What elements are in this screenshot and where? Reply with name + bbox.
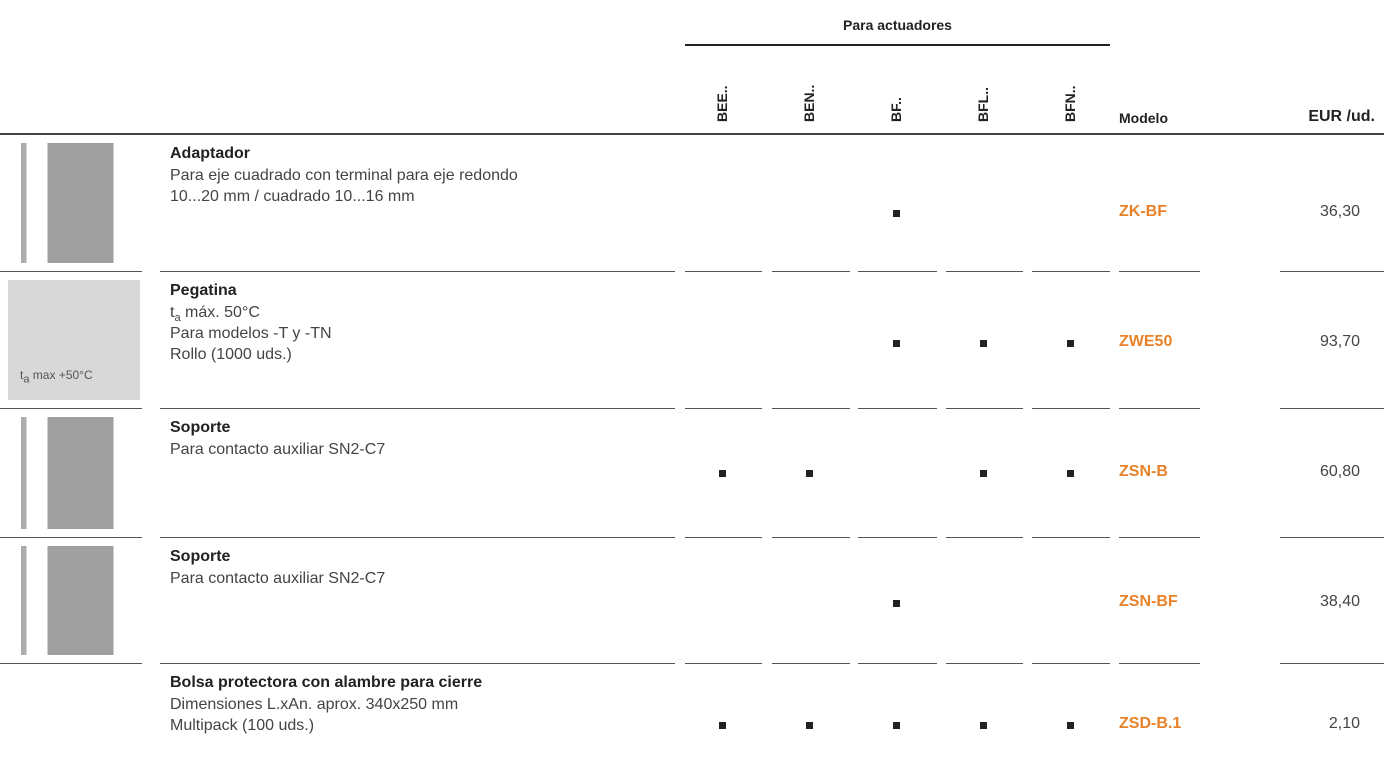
price: 60,80 xyxy=(1319,463,1360,480)
row-title: Soporte xyxy=(170,548,231,565)
row-separator xyxy=(1032,663,1110,664)
row-separator xyxy=(1119,271,1200,272)
product-image xyxy=(8,143,140,263)
applicability-mark xyxy=(1067,722,1074,729)
row-separator xyxy=(1280,408,1384,409)
row-separator xyxy=(160,408,675,409)
row-description: Para modelos -T y -TN xyxy=(170,325,332,342)
applicability-mark xyxy=(893,600,900,607)
row-separator xyxy=(772,663,850,664)
price: 93,70 xyxy=(1319,333,1360,350)
row-separator xyxy=(0,537,142,538)
group-header: Para actuadores xyxy=(843,17,952,33)
row-separator xyxy=(685,537,762,538)
row-title: Soporte xyxy=(170,419,231,436)
row-separator xyxy=(685,663,762,664)
model-code: ZSN-B xyxy=(1119,463,1168,480)
row-separator xyxy=(772,408,850,409)
row-description: ta máx. 50°C xyxy=(170,304,260,325)
row-separator xyxy=(160,537,675,538)
row-separator xyxy=(1119,663,1200,664)
row-separator xyxy=(946,663,1023,664)
row-separator xyxy=(685,271,762,272)
row-separator xyxy=(1280,537,1384,538)
column-header: BFL.. xyxy=(975,87,991,122)
model-code: ZWE50 xyxy=(1119,333,1173,350)
row-separator xyxy=(1032,408,1110,409)
price: 36,30 xyxy=(1319,203,1360,220)
applicability-mark xyxy=(1067,470,1074,477)
row-separator xyxy=(858,537,937,538)
row-separator xyxy=(1032,537,1110,538)
row-separator xyxy=(946,408,1023,409)
row-description: Dimensiones L.xAn. aprox. 340x250 mm xyxy=(170,696,459,713)
row-separator xyxy=(0,408,142,409)
row-separator xyxy=(858,271,937,272)
row-separator xyxy=(160,271,675,272)
row-separator xyxy=(1119,537,1200,538)
applicability-mark xyxy=(893,210,900,217)
row-separator xyxy=(1032,271,1110,272)
applicability-mark xyxy=(719,722,726,729)
row-separator xyxy=(160,663,675,664)
row-separator xyxy=(858,663,937,664)
column-header: BEN.. xyxy=(801,84,817,122)
column-header: BF.. xyxy=(888,97,904,122)
applicability-mark xyxy=(806,722,813,729)
product-image xyxy=(8,546,140,655)
model-code: ZSD-B.1 xyxy=(1119,715,1182,732)
price: 38,40 xyxy=(1319,593,1360,610)
row-description: Multipack (100 uds.) xyxy=(170,717,315,734)
header-rule xyxy=(0,133,1384,135)
price: 2,10 xyxy=(1328,715,1360,732)
row-separator xyxy=(946,537,1023,538)
applicability-mark xyxy=(980,340,987,347)
column-header: BEE.. xyxy=(714,85,730,122)
model-code: ZK-BF xyxy=(1119,203,1167,220)
row-description: Rollo (1000 uds.) xyxy=(170,346,292,363)
applicability-mark xyxy=(1067,340,1074,347)
row-separator xyxy=(946,271,1023,272)
column-header: BFN.. xyxy=(1062,85,1078,122)
row-title: Adaptador xyxy=(170,145,250,162)
applicability-mark xyxy=(806,470,813,477)
row-separator xyxy=(0,271,142,272)
model-code: ZSN-BF xyxy=(1119,593,1178,610)
applicability-mark xyxy=(893,340,900,347)
row-description: 10...20 mm / cuadrado 10...16 mm xyxy=(170,188,415,205)
row-title: Bolsa protectora con alambre para cierre xyxy=(170,674,483,691)
row-separator xyxy=(772,537,850,538)
applicability-mark xyxy=(893,722,900,729)
applicability-mark xyxy=(719,470,726,477)
image-label: ta max +50°C xyxy=(20,368,93,386)
applicability-mark xyxy=(980,470,987,477)
row-separator xyxy=(772,271,850,272)
row-description: Para contacto auxiliar SN2-C7 xyxy=(170,570,386,587)
product-image xyxy=(8,417,140,529)
column-header: EUR /ud. xyxy=(1308,108,1375,125)
row-description: Para contacto auxiliar SN2-C7 xyxy=(170,441,386,458)
row-separator xyxy=(0,663,142,664)
group-underline xyxy=(685,44,1110,46)
row-separator xyxy=(858,408,937,409)
row-title: Pegatina xyxy=(170,282,237,299)
row-separator xyxy=(685,408,762,409)
row-separator xyxy=(1119,408,1200,409)
applicability-mark xyxy=(980,722,987,729)
column-header: Modelo xyxy=(1119,110,1168,126)
row-separator xyxy=(1280,663,1384,664)
row-description: Para eje cuadrado con terminal para eje … xyxy=(170,167,518,184)
row-separator xyxy=(1280,271,1384,272)
product-image xyxy=(8,280,140,400)
